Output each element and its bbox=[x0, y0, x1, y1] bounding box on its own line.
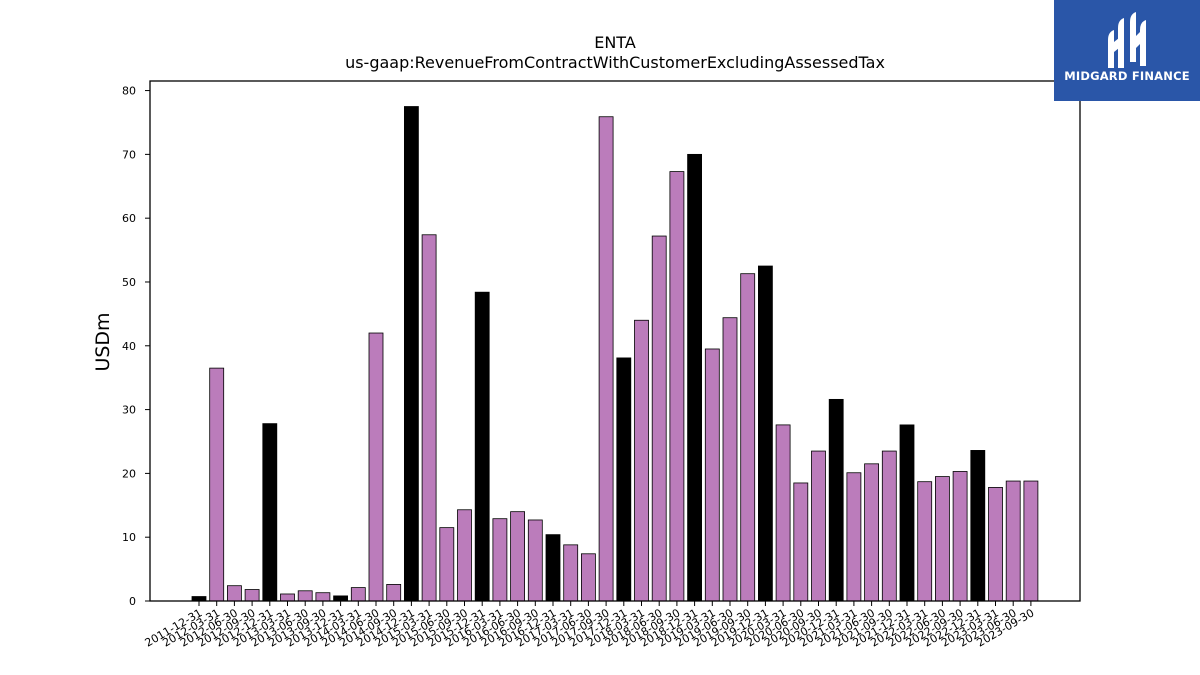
bar-2022-06-30 bbox=[935, 476, 950, 602]
brand-name: MIDGARD FINANCE bbox=[1064, 69, 1190, 83]
bar-group bbox=[191, 106, 1039, 602]
bar-2012-06-30 bbox=[226, 585, 242, 602]
bar-2018-06-30 bbox=[651, 235, 667, 602]
bar-2019-03-31 bbox=[704, 348, 720, 602]
bar-2020-03-31 bbox=[775, 424, 791, 602]
bar-2021-03-31 bbox=[846, 472, 862, 602]
bar-2022-09-30 bbox=[952, 471, 968, 602]
bar-2017-06-30 bbox=[581, 553, 596, 602]
bar-2022-12-31 bbox=[970, 450, 986, 602]
y-tick-label: 20 bbox=[122, 467, 136, 480]
bar-2021-12-31 bbox=[899, 424, 915, 602]
bar-2019-09-30 bbox=[740, 273, 756, 602]
bar-2014-09-30 bbox=[386, 584, 402, 602]
bar-2023-06-30 bbox=[1005, 480, 1021, 602]
bar-2012-12-31 bbox=[262, 423, 278, 602]
bar-2018-12-31 bbox=[687, 153, 702, 602]
bar-2019-12-31 bbox=[758, 265, 773, 602]
bar-2021-06-30 bbox=[864, 463, 879, 602]
bar-2017-09-30 bbox=[598, 116, 614, 602]
brand-logo: MIDGARD FINANCE bbox=[1054, 0, 1200, 101]
bar-2023-09-30 bbox=[1023, 480, 1039, 602]
bar-2012-09-30 bbox=[244, 589, 260, 602]
y-tick-label: 40 bbox=[122, 340, 136, 353]
bar-2016-12-31 bbox=[545, 534, 561, 602]
bar-2011-12-31 bbox=[191, 596, 207, 602]
bar-2016-06-30 bbox=[510, 511, 526, 602]
bar-2013-06-30 bbox=[297, 590, 313, 602]
bar-2020-06-30 bbox=[793, 482, 809, 602]
bar-2014-03-31 bbox=[350, 587, 366, 602]
chart-title: ENTA bbox=[594, 33, 636, 52]
bar-2015-12-31 bbox=[474, 291, 490, 602]
y-tick-label: 80 bbox=[122, 85, 136, 98]
bar-2013-09-30 bbox=[315, 592, 331, 602]
chart-subtitle: us-gaap:RevenueFromContractWithCustomerE… bbox=[345, 53, 885, 72]
y-tick-label: 0 bbox=[129, 595, 136, 608]
bar-2020-12-31 bbox=[828, 398, 844, 602]
bar-2018-03-31 bbox=[634, 319, 649, 602]
y-axis-label: USDm bbox=[92, 312, 114, 371]
bar-2013-03-31 bbox=[280, 593, 295, 602]
y-tick-label: 70 bbox=[122, 148, 136, 161]
bar-2012-03-31 bbox=[209, 367, 225, 602]
bar-2016-09-30 bbox=[527, 519, 543, 602]
y-tick-label: 30 bbox=[122, 404, 136, 417]
plot-frame bbox=[149, 80, 1081, 602]
bar-2022-03-31 bbox=[917, 481, 933, 602]
bar-2019-06-30 bbox=[722, 317, 738, 602]
bar-2016-03-31 bbox=[492, 518, 508, 602]
bar-2017-12-31 bbox=[616, 357, 632, 602]
bar-2015-06-30 bbox=[439, 527, 455, 602]
bar-2013-12-31 bbox=[333, 595, 349, 602]
midgard-logo-icon bbox=[1108, 12, 1146, 68]
x-axis-ticks: 2011-12-312012-03-312012-06-302012-09-30… bbox=[143, 601, 1036, 650]
bar-2014-12-31 bbox=[403, 106, 419, 602]
y-axis-ticks: 0 10 20 30 40 50 60 70 80 bbox=[122, 85, 150, 608]
y-tick-label: 10 bbox=[122, 531, 136, 544]
bar-2015-03-31 bbox=[421, 234, 437, 602]
y-tick-label: 60 bbox=[122, 212, 136, 225]
bar-2015-09-30 bbox=[457, 509, 472, 602]
bar-2018-09-30 bbox=[669, 171, 685, 602]
bar-2023-03-31 bbox=[988, 487, 1003, 602]
bar-2014-06-30 bbox=[368, 332, 384, 602]
bar-2021-09-30 bbox=[881, 450, 897, 602]
bar-2017-03-31 bbox=[563, 544, 579, 602]
bar-2020-09-30 bbox=[811, 450, 826, 602]
y-tick-label: 50 bbox=[122, 276, 136, 289]
